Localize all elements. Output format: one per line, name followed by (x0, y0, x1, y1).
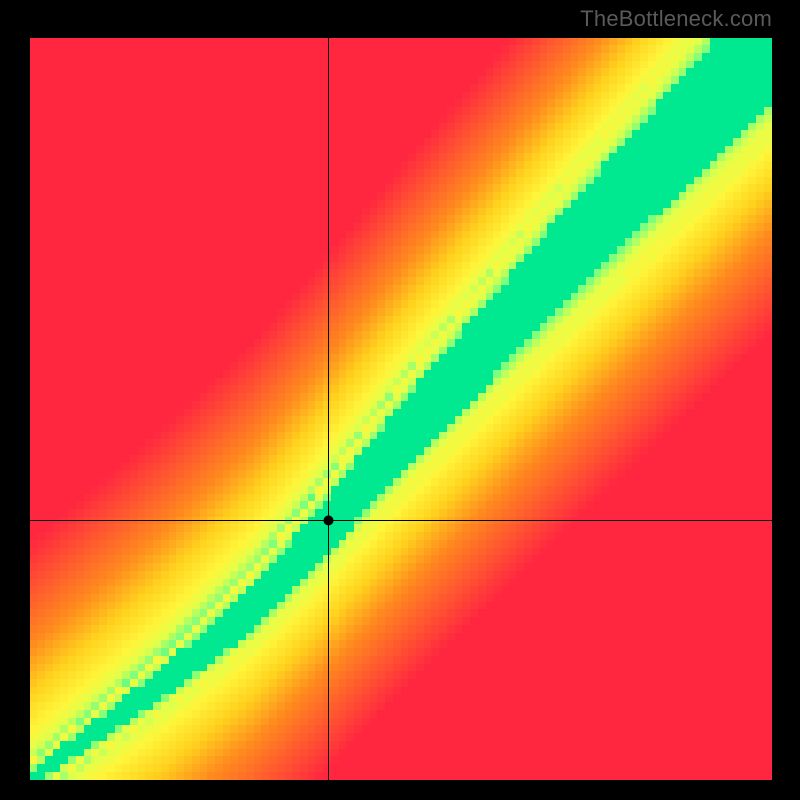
figure-root: TheBottleneck.com (0, 0, 800, 800)
bottleneck-heatmap (30, 38, 772, 780)
plot-area (30, 38, 772, 780)
watermark-text: TheBottleneck.com (580, 6, 772, 32)
